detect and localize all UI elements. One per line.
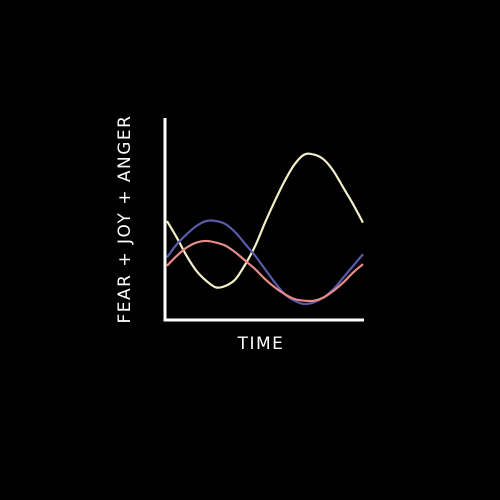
x-axis-label: TIME xyxy=(237,334,285,354)
axes xyxy=(163,118,364,322)
series-line-3 xyxy=(166,239,364,303)
y-axis-label: FEAR + JOY + ANGER xyxy=(115,115,135,324)
series-line-1 xyxy=(166,152,364,289)
series-layer xyxy=(166,152,364,306)
